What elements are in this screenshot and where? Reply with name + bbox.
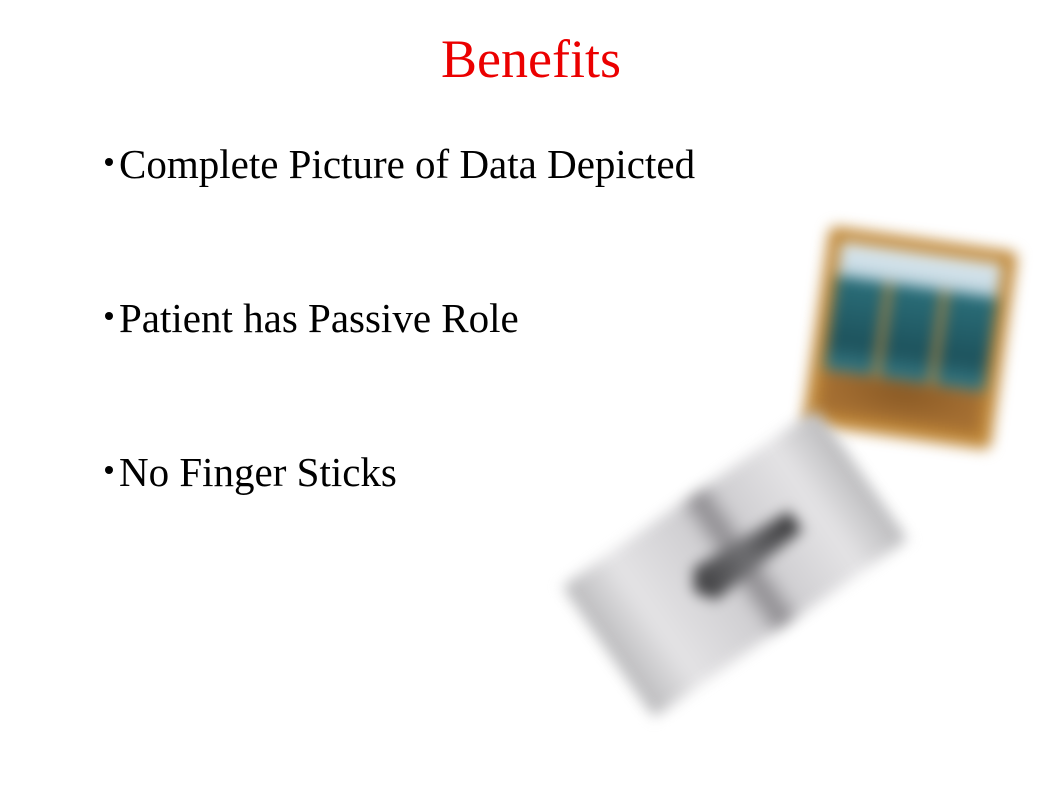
bullet-text: Complete Picture of Data Depicted <box>119 140 695 189</box>
list-item: Complete Picture of Data Depicted <box>105 140 1062 189</box>
bullet-text: No Finger Sticks <box>119 448 397 497</box>
bullet-text: Patient has Passive Role <box>119 294 519 343</box>
slide-title: Benefits <box>0 28 1062 90</box>
bullet-icon <box>105 158 113 166</box>
picture-frame-image <box>802 226 1018 450</box>
bullet-icon <box>105 466 113 474</box>
list-item: No Finger Sticks <box>105 448 1062 497</box>
bullet-icon <box>105 312 113 320</box>
slide: Benefits Complete Picture of Data Depict… <box>0 28 1062 797</box>
